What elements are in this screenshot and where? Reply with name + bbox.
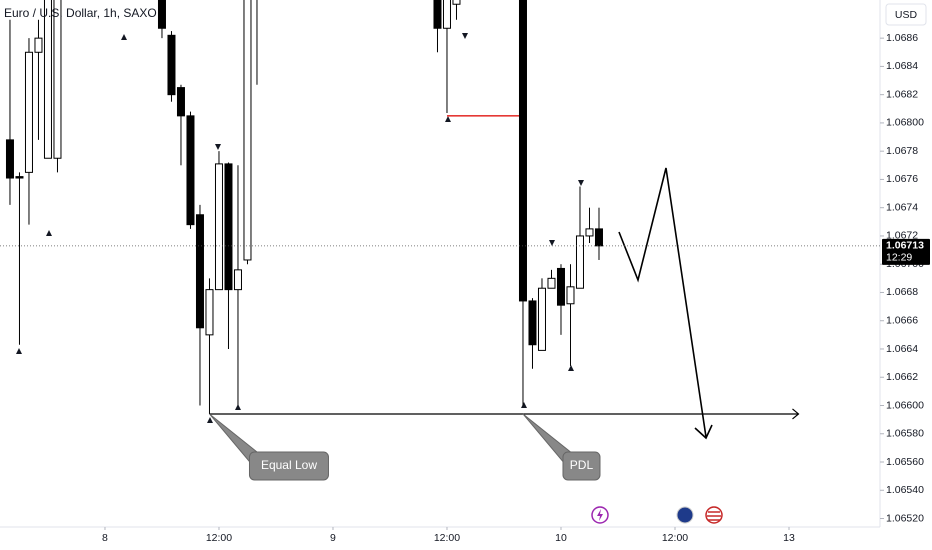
callout-box [248,451,329,481]
candle-body [452,0,461,5]
drawn-path [618,167,707,438]
y-tick-label: 1.0682 [886,88,918,100]
y-tick-label: 1.0668 [886,286,918,298]
candle-body [594,228,603,247]
candle-body [233,269,242,291]
candle-body [214,163,223,291]
event-icon-glyph [707,511,721,521]
chart-title: Euro / U.S. Dollar, 1h, SAXO [4,6,157,20]
candle-body [528,300,537,346]
candle-body [575,235,584,289]
candle-body [195,214,204,329]
candle-body [53,0,62,159]
candle-body [547,277,556,289]
y-tick-label: 1.0674 [886,201,918,213]
y-tick-label: 1.06800 [886,117,924,129]
candle-body [243,0,252,261]
candle-body [566,286,575,305]
candle-body [433,0,442,29]
x-tick-label: 10 [555,532,567,544]
candle-body [157,0,166,29]
event-icon[interactable] [676,506,694,524]
candle-body [556,267,565,306]
candle-body [442,0,451,29]
countdown-label: 12:29 [886,252,912,264]
x-tick-label: 12:00 [206,532,232,544]
y-tick-label: 1.0684 [886,60,918,72]
candle-body [15,176,24,179]
candle-body [34,37,43,53]
candle-body [537,287,546,351]
candle-body [24,51,33,173]
y-tick-label: 1.0676 [886,173,918,185]
ray-arrowhead [792,408,800,420]
x-tick-label: 8 [102,532,108,544]
currency: USD [895,9,918,21]
callout-label: PDL [570,458,594,472]
y-tick-label: 1.0664 [886,343,918,355]
y-tick-label: 1.06600 [886,399,924,411]
y-tick-label: 1.0678 [886,145,918,157]
y-tick-label: 1.0666 [886,315,918,327]
plot-area [0,0,880,440]
callout-box [562,451,601,481]
event-icon-glyph [597,509,603,521]
y-tick-label: 1.0662 [886,371,918,383]
callout-label: Equal Low [261,458,317,472]
candle-body [43,0,52,159]
event-icon[interactable] [705,506,723,524]
candle-body [518,0,527,302]
y-tick-label: 1.06520 [886,512,924,524]
currency-box[interactable] [885,3,927,26]
y-tick-label: 1.06540 [886,484,924,496]
candle-body [5,139,14,179]
y-tick-label: 1.06560 [886,456,924,468]
y-tick-label: 1.0686 [886,32,918,44]
last-price-box [882,238,930,265]
x-tick-label: 13 [783,532,795,544]
x-tick-label: 9 [330,532,336,544]
drawn-arrowhead [694,424,713,440]
event-icons [591,506,723,524]
x-tick-label: 12:00 [434,532,460,544]
last-price-label: 1.06713 [886,240,924,252]
candle-body [176,87,185,117]
candle-body [205,289,214,336]
y-tick-label: 1.06580 [886,428,924,440]
candle-body [585,228,594,237]
x-tick-label: 12:00 [662,532,688,544]
candle-body [167,34,176,96]
candle-body [224,163,233,291]
y-tick-label: 1.0672 [886,230,918,242]
candle-body [186,115,195,226]
